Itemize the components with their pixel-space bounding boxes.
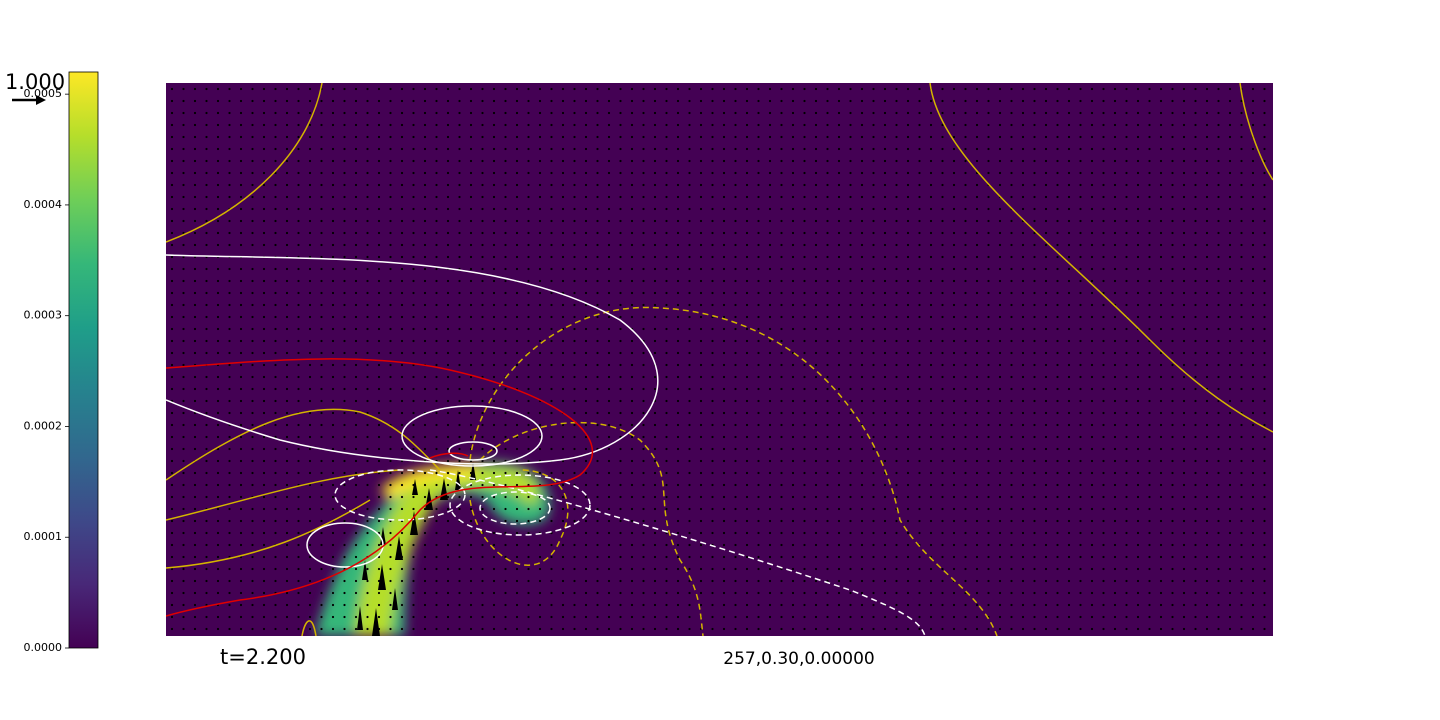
colorbar-tick-label: 0.0005 — [24, 87, 63, 100]
plot-area — [166, 83, 1273, 636]
time-label: t=2.200 — [220, 645, 306, 669]
quiver-key: 1.000 — [5, 70, 65, 105]
colorbar-tick-label: 0.0000 — [24, 641, 63, 654]
colorbar-tick-label: 0.0004 — [24, 198, 63, 211]
colorbar-gradient — [68, 71, 99, 649]
colorbar-tick-label: 0.0002 — [24, 419, 63, 432]
contours — [166, 83, 1273, 636]
colorbar-tick-label: 0.0003 — [24, 309, 63, 322]
colorbar-tick-label: 0.0001 — [24, 530, 63, 543]
colorbar: 0.0000 0.0001 0.0002 0.0003 0.0004 0.0005 — [24, 71, 99, 654]
quiver-key-head — [36, 95, 46, 105]
params-label: 257,0.30,0.00000 — [723, 649, 874, 669]
quiver-key-label: 1.000 — [5, 70, 65, 94]
